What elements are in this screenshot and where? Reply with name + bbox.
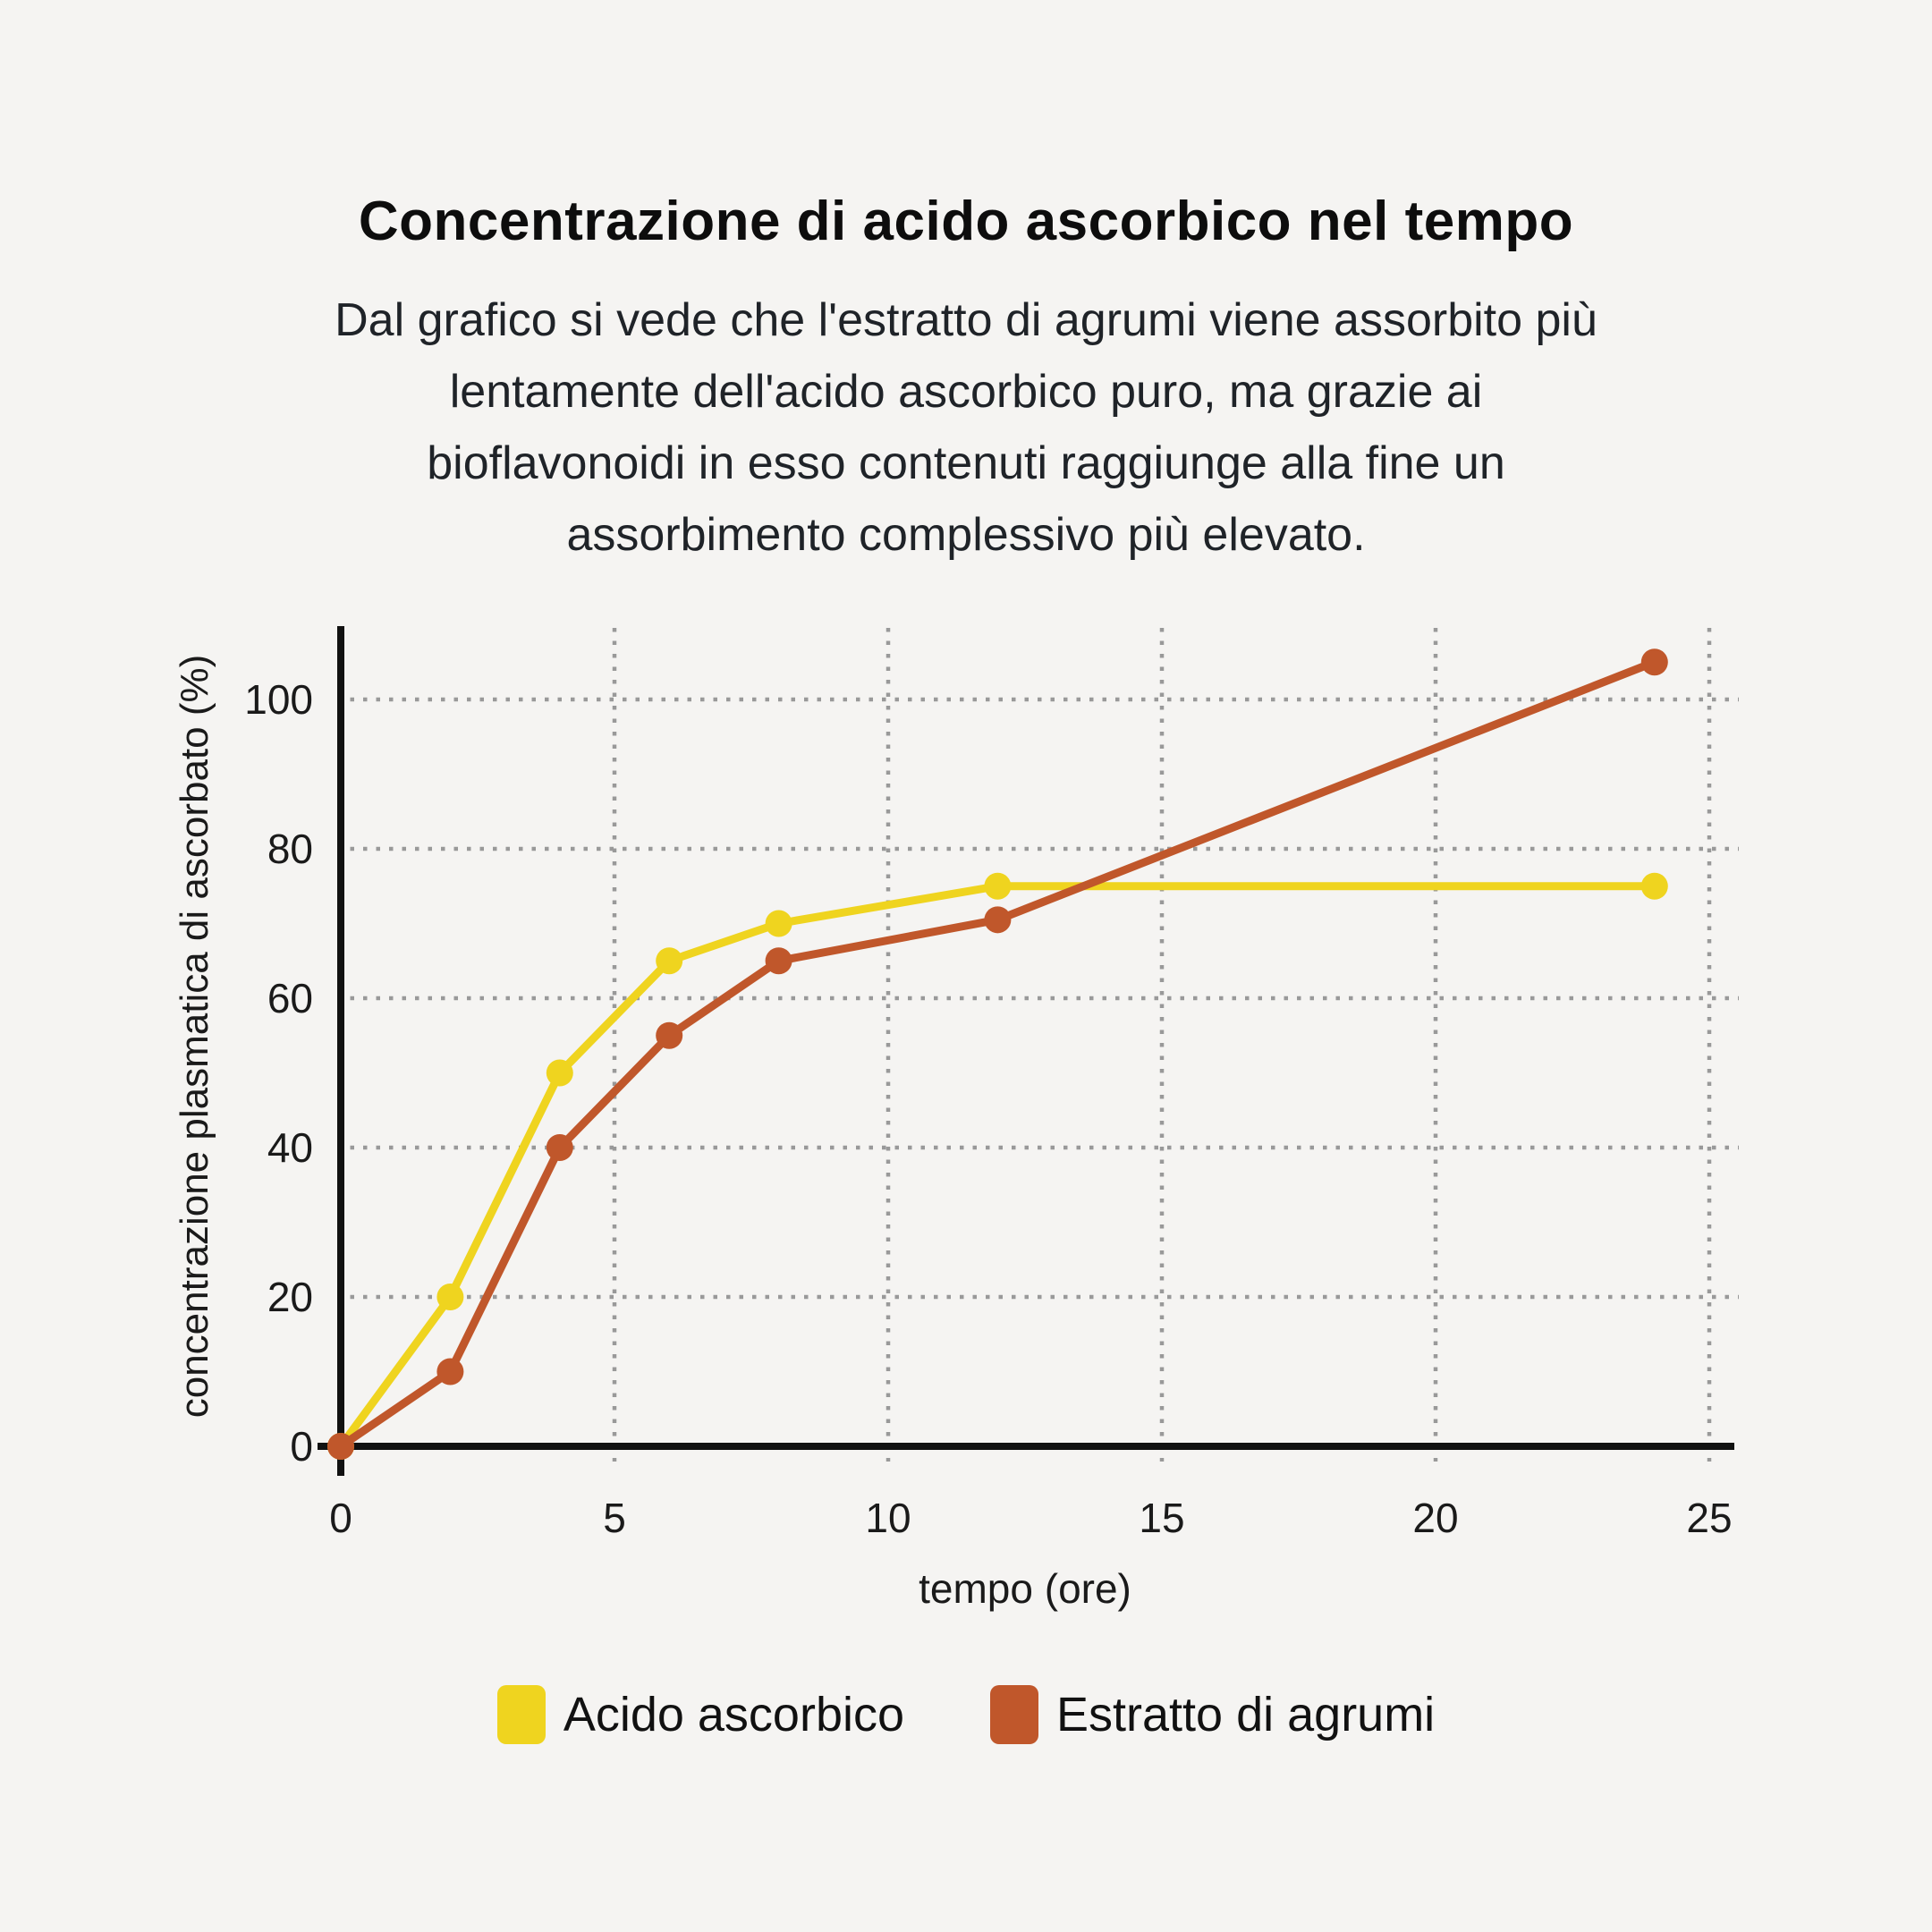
x-axis-title: tempo (ore) [919, 1565, 1131, 1612]
y-tick-label: 40 [267, 1124, 313, 1171]
chart-subtitle: Dal grafico si vede che l'estratto di ag… [0, 284, 1932, 571]
page-title: Concentrazione di acido ascorbico nel te… [358, 191, 1574, 252]
legend-label-estratto-di-agrumi: Estratto di agrumi [1056, 1688, 1436, 1741]
legend-item-acido-ascorbico: Acido ascorbico [496, 1685, 905, 1744]
data-point-0 [546, 1059, 573, 1087]
y-tick-label: 60 [267, 975, 313, 1021]
subtitle-line: lentamente dell'acido ascorbico puro, ma… [449, 366, 1483, 418]
series-line-0 [336, 882, 1659, 1451]
x-tick-label: 20 [1412, 1495, 1458, 1541]
data-point-1 [436, 1358, 464, 1385]
legend-swatch-acido-ascorbico [496, 1685, 546, 1744]
data-point-1 [327, 1433, 354, 1460]
y-tick-label: 100 [244, 676, 313, 723]
y-tick-label: 0 [290, 1423, 313, 1470]
y-tick-label: 20 [267, 1274, 313, 1320]
data-point-1 [1640, 648, 1668, 676]
data-point-0 [1640, 872, 1668, 900]
legend-item-estratto-di-agrumi: Estratto di agrumi [990, 1685, 1435, 1744]
x-tick-label: 25 [1686, 1495, 1732, 1541]
data-point-0 [765, 910, 792, 937]
subtitle-line: bioflavonoidi in esso contenuti raggiung… [427, 437, 1505, 489]
data-point-0 [656, 947, 683, 975]
data-point-1 [656, 1021, 683, 1049]
y-axis-title: concentrazione plasmatica di ascorbato (… [173, 655, 216, 1419]
data-point-0 [984, 872, 1012, 900]
subtitle-line: Dal grafico si vede che l'estratto di ag… [335, 294, 1597, 346]
legend-label-acido-ascorbico: Acido ascorbico [563, 1688, 905, 1741]
x-tick-label: 0 [329, 1495, 352, 1541]
legend-swatch-estratto-di-agrumi [990, 1685, 1039, 1744]
series-line-1 [336, 657, 1659, 1451]
x-tick-label: 5 [603, 1495, 626, 1541]
data-point-0 [436, 1284, 464, 1310]
x-tick-label: 15 [1139, 1495, 1184, 1541]
y-tick-label: 80 [267, 826, 313, 872]
data-point-1 [546, 1134, 573, 1161]
x-tick-label: 10 [865, 1495, 911, 1541]
data-point-1 [984, 906, 1012, 934]
chart-legend: Acido ascorbico Estratto di agrumi [0, 1685, 1932, 1744]
subtitle-line: assorbimento complessivo più elevato. [566, 509, 1366, 561]
data-point-1 [765, 947, 792, 975]
